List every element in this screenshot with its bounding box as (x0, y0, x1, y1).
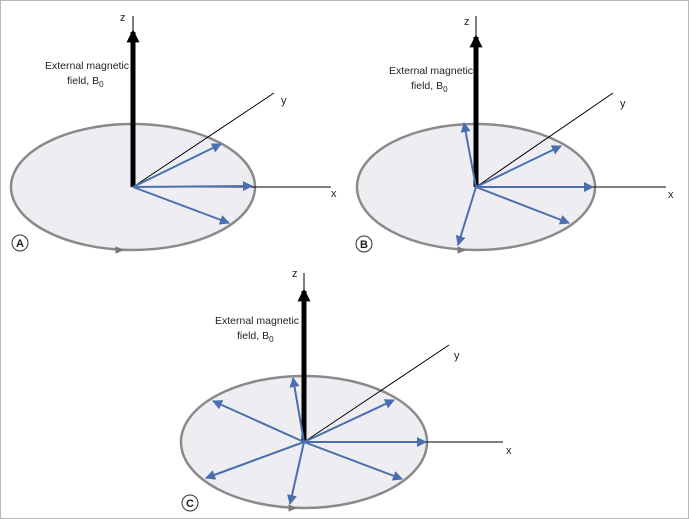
z-axis-label: z (464, 16, 470, 28)
spin-vector (289, 377, 305, 443)
field-label-line1: External magnetic (45, 60, 129, 72)
panel-a: z y x External magnetic field, B0 A (9, 12, 337, 254)
x-axis-label: x (331, 188, 337, 200)
panel-label-badge (11, 234, 29, 252)
spin-vector (205, 441, 305, 480)
spin-vector (212, 400, 305, 443)
spin-vector (303, 399, 395, 443)
field-label-line2: field, B0 (237, 330, 274, 344)
field-label-line1: External magnetic (215, 315, 299, 327)
field-label-line2: field, B0 (411, 80, 448, 94)
spin-vector (132, 181, 253, 192)
spin-vector (475, 186, 570, 225)
z-axis-label: z (120, 12, 126, 24)
x-axis-label: x (506, 445, 512, 457)
panel-label: B (360, 239, 368, 251)
y-axis-label: y (454, 350, 460, 362)
y-axis-label: y (281, 95, 287, 107)
spin-vector (132, 143, 222, 188)
spin-vector (132, 186, 230, 225)
panel-label: C (186, 498, 194, 510)
y-axis (303, 344, 450, 443)
spin-vector (287, 441, 305, 505)
panel-label: A (16, 238, 24, 250)
spin-vector (475, 145, 562, 188)
panel-b: z y x External magnetic field, B0 B (355, 16, 674, 254)
spin-vector (460, 122, 477, 188)
z-axis-label: z (292, 268, 298, 280)
x-axis-label: x (668, 189, 674, 201)
spin-vector (455, 186, 477, 246)
field-label-line1: External magnetic (389, 65, 473, 77)
panel-c: z y x External magnetic field, B0 C (179, 268, 512, 512)
panel-label-badge (355, 235, 373, 253)
y-axis (132, 92, 275, 188)
y-axis-label: y (620, 98, 626, 110)
panel-label-badge (181, 494, 199, 512)
spin-vector (303, 441, 403, 481)
field-label-line2: field, B0 (67, 75, 104, 89)
y-axis (475, 92, 614, 188)
